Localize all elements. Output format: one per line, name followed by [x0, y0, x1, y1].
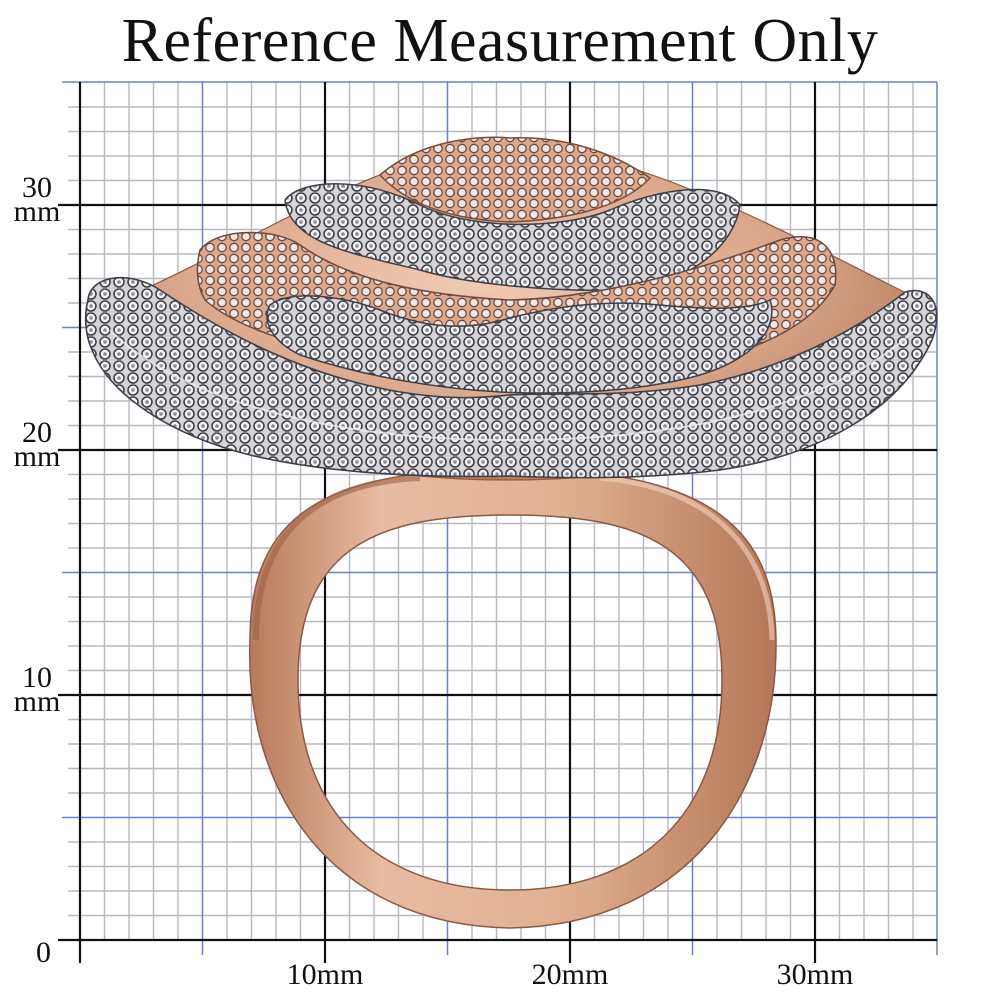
x-label-30mm: 30mm	[776, 958, 854, 991]
x-label-10mm: 10mm	[286, 958, 364, 991]
petal-row-4	[84, 276, 938, 479]
y-label-value: 10	[22, 661, 52, 694]
petal-row-1	[284, 183, 741, 292]
page-title: Reference Measurement Only	[121, 7, 879, 75]
x-label-20mm: 20mm	[531, 958, 609, 991]
y-label-value: 20	[22, 416, 52, 449]
y-label-unit: mm	[13, 195, 61, 228]
y-label-value: 30	[22, 171, 52, 204]
y-label-20mm: 20 mm	[4, 416, 70, 473]
y-label-30mm: 30 mm	[4, 171, 70, 228]
y-label-unit: mm	[13, 685, 61, 718]
origin-label: 0	[36, 936, 51, 969]
ring-top-crown	[378, 136, 652, 223]
ring-band	[248, 467, 777, 929]
ring-illustration	[84, 136, 938, 929]
petal-row-3	[266, 295, 773, 394]
y-label-10mm: 10 mm	[4, 661, 70, 718]
y-label-unit: mm	[13, 440, 61, 473]
